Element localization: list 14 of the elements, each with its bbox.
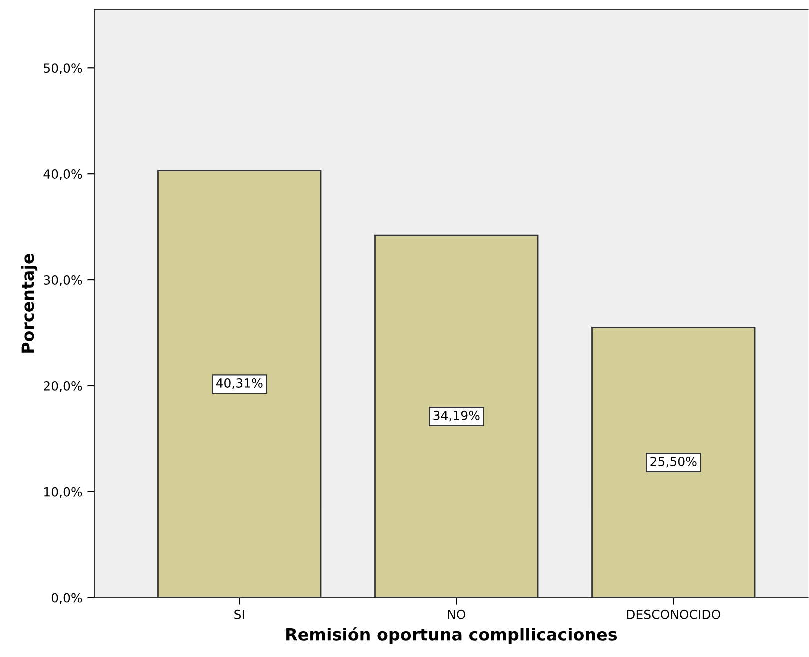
y-tick-label: 40,0%: [44, 170, 82, 180]
data-label: 25,50%: [650, 456, 697, 468]
data-label: 40,31%: [216, 378, 263, 390]
x-axis-title: Remisión oportuna compllicaciones: [286, 627, 618, 644]
x-tick-label: SI: [234, 610, 244, 620]
y-tick-label: 10,0%: [44, 487, 82, 498]
x-tick-label: DESCONOCIDO: [627, 610, 720, 620]
data-label: 34,19%: [434, 410, 480, 422]
y-tick-label: 0,0%: [52, 593, 82, 604]
x-tick-label: NO: [448, 610, 466, 620]
y-tick-label: 50,0%: [44, 64, 82, 74]
y-axis-title: Porcentaje: [21, 254, 38, 353]
y-tick-label: 20,0%: [44, 381, 82, 392]
y-tick-label: 30,0%: [44, 275, 82, 286]
